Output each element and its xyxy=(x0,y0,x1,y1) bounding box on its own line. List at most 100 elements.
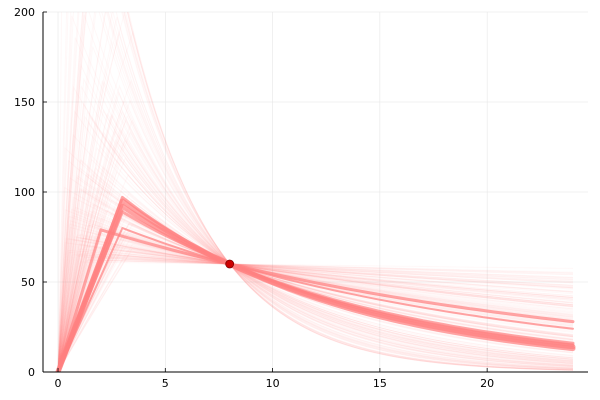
ensemble-line-30 xyxy=(57,256,574,372)
ensemble-line-24 xyxy=(57,240,574,372)
ensemble-line-161 xyxy=(57,261,574,372)
x-tick-label-3: 15 xyxy=(373,377,387,390)
ensemble-line-178 xyxy=(57,12,574,372)
ensemble-line-0 xyxy=(57,12,574,372)
ensemble-line-195 xyxy=(57,12,574,372)
ensemble-line-41 xyxy=(57,255,574,372)
highlight-point xyxy=(225,259,235,269)
ensemble-line-9 xyxy=(57,258,574,372)
ensemble-line-164 xyxy=(57,248,574,372)
ensemble-line-60 xyxy=(57,14,574,372)
ensemble-line-205 xyxy=(57,12,574,372)
ensemble-line-132 xyxy=(57,85,574,372)
ensemble-line-169 xyxy=(57,203,574,372)
ensemble-line-186 xyxy=(57,115,574,372)
ensemble-line-92 xyxy=(57,79,574,372)
ensemble-line-13 xyxy=(57,112,574,372)
ensemble-line-22 xyxy=(57,109,574,372)
ensemble-line-129 xyxy=(57,114,574,372)
ensemble-line-210 xyxy=(57,12,574,372)
ensemble-line-192 xyxy=(57,131,574,372)
ensemble-line-44 xyxy=(57,91,574,372)
ensemble-line-183 xyxy=(57,30,574,372)
x-tick-labels: 0 5 10 15 20 xyxy=(55,377,495,390)
ensemble-line-118 xyxy=(57,110,574,372)
ensemble-line-25 xyxy=(57,237,574,372)
ensemble-line-64 xyxy=(57,157,574,372)
ensemble-line-190 xyxy=(57,222,574,372)
ensemble-line-40 xyxy=(57,243,574,372)
ensemble-line-61 xyxy=(57,256,574,372)
ensemble-line-121 xyxy=(57,245,574,372)
ensemble-line-87 xyxy=(57,157,574,372)
ensemble-line-67 xyxy=(57,250,574,372)
ensemble-line-151 xyxy=(57,39,574,372)
ensemble-line-36 xyxy=(57,246,574,372)
x-tick-label-1: 5 xyxy=(162,377,169,390)
ensemble-line-207 xyxy=(57,171,574,372)
ensemble-line-139 xyxy=(57,15,574,372)
ensemble-line-211 xyxy=(57,236,574,372)
ensemble-line-115 xyxy=(57,223,574,372)
ensemble-line-134 xyxy=(57,254,574,372)
ensemble-line-34 xyxy=(57,140,574,372)
ensemble-line-94 xyxy=(57,243,574,372)
ensemble-line-138 xyxy=(57,114,574,372)
ensemble-line-175 xyxy=(57,12,574,372)
y-tick-label-0: 0 xyxy=(28,366,35,379)
axes xyxy=(42,11,588,373)
ensemble-line-107 xyxy=(57,259,574,372)
series-lines xyxy=(55,195,576,372)
ensemble-line-47 xyxy=(57,99,574,372)
ensemble-line-144 xyxy=(57,12,574,372)
ensemble-line-142 xyxy=(57,250,574,372)
y-tick-label-4: 200 xyxy=(14,6,35,19)
ensemble-line-23 xyxy=(57,249,574,372)
y-tick-labels: 0 50 100 150 200 xyxy=(14,6,35,379)
ensemble-line-7 xyxy=(57,213,574,372)
ensemble-line-146 xyxy=(57,102,574,372)
ensemble-line-150 xyxy=(57,253,574,372)
series-line-4 xyxy=(56,228,575,372)
y-tick-label-3: 150 xyxy=(14,96,35,109)
ensemble-line-77 xyxy=(57,203,574,372)
y-tick-label-2: 100 xyxy=(14,186,35,199)
ensemble-line-136 xyxy=(57,63,574,372)
ensemble-line-48 xyxy=(57,244,574,372)
ensemble-line-97 xyxy=(57,245,574,372)
ensemble-line-154 xyxy=(57,239,574,372)
ensemble-line-158 xyxy=(57,173,574,372)
ensemble-line-109 xyxy=(57,247,574,372)
ensemble-line-43 xyxy=(57,245,574,372)
ensemble-line-120 xyxy=(57,153,574,372)
ensemble-line-63 xyxy=(57,257,574,372)
ensemble-line-103 xyxy=(57,121,574,372)
ensemble-line-162 xyxy=(57,12,574,372)
ensemble-line-159 xyxy=(57,12,574,372)
ensemble-line-91 xyxy=(57,12,574,372)
ensemble-line-82 xyxy=(57,251,574,372)
ensemble-line-59 xyxy=(57,12,574,372)
ensemble-line-79 xyxy=(57,80,574,372)
ensemble-line-55 xyxy=(57,254,574,372)
ensemble-line-131 xyxy=(57,12,574,372)
ensemble-line-93 xyxy=(57,12,574,372)
series-line-5 xyxy=(57,227,574,372)
ensemble-line-26 xyxy=(57,245,574,372)
ensemble-line-28 xyxy=(57,235,574,372)
ensemble-line-27 xyxy=(57,115,574,372)
ensemble-line-193 xyxy=(57,237,574,372)
ensemble-line-74 xyxy=(57,128,574,372)
ensemble-line-37 xyxy=(57,146,574,372)
x-tick-label-0: 0 xyxy=(55,377,62,390)
y-tick-label-1: 50 xyxy=(21,276,35,289)
markers xyxy=(225,259,235,269)
ensemble-line-182 xyxy=(57,138,574,372)
series-line-3 xyxy=(56,210,575,372)
ensemble-line-147 xyxy=(57,254,574,372)
ensemble-line-213 xyxy=(57,223,574,372)
ensemble-line-204 xyxy=(57,259,574,372)
ensemble-line-128 xyxy=(57,143,574,372)
ensemble-line-83 xyxy=(57,255,574,372)
